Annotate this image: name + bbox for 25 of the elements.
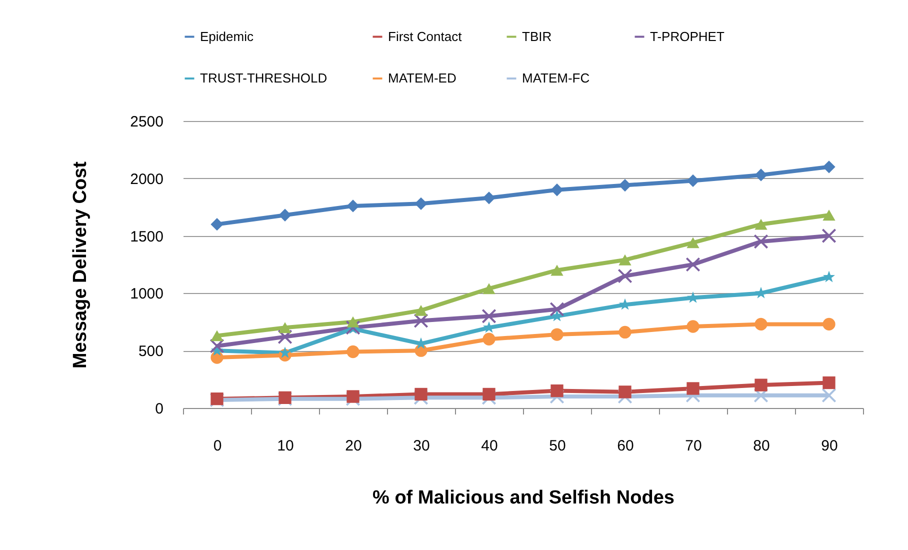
x-tick-label: 60 [617,438,634,454]
x-tick-label: 80 [753,438,770,454]
y-tick-label: 2000 [130,170,164,188]
y-tick-label: 2500 [130,114,164,130]
legend-label: TBIR [522,28,552,44]
legend-label: MATEM-FC [522,70,590,86]
x-tick-label: 40 [481,438,498,454]
x-axis-title: % of Malicious and Selfish Nodes [372,488,674,508]
legend-label: First Contact [388,28,462,44]
legend-label: T-PROPHET [650,28,724,44]
x-tick-label: 0 [213,438,222,454]
y-tick-label: 1500 [130,228,164,246]
x-tick-label: 10 [277,438,294,454]
y-tick-label: 1000 [130,286,164,303]
x-tick-label: 90 [821,438,838,454]
x-tick-label: 20 [345,438,362,454]
x-tick-label: 50 [549,438,566,454]
y-tick-label: 0 [155,400,164,418]
y-tick-label: 500 [138,343,164,360]
legend-label: TRUST-THRESHOLD [200,70,328,86]
y-axis-title: Message Delivery Cost [70,160,92,368]
legend-label: Epidemic [200,28,254,44]
x-tick-label: 30 [413,438,430,454]
legend-label: MATEM-ED [388,70,456,86]
x-tick-label: 70 [685,438,702,454]
